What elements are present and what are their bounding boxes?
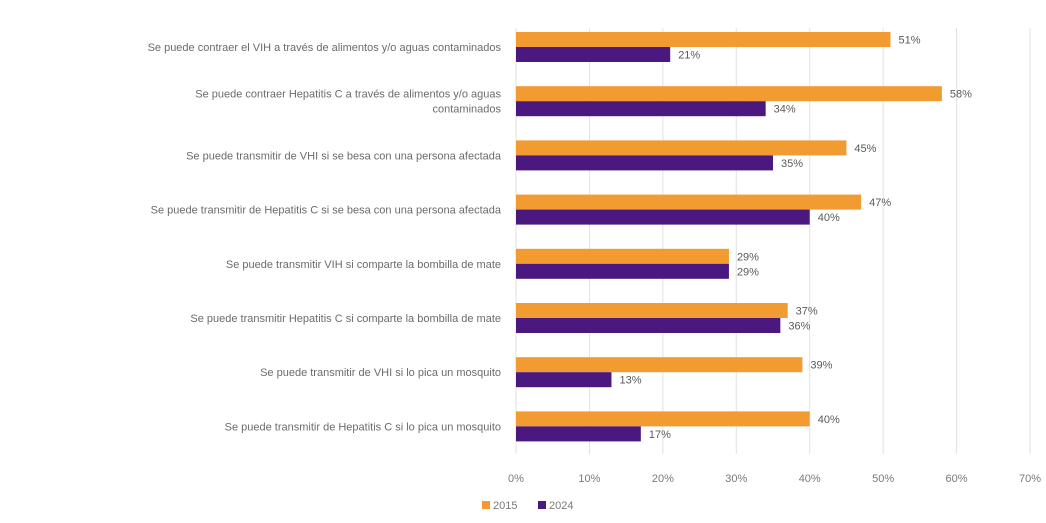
x-axis-ticks: 0% 10% 20% 30% 40% 50% 60% 70%: [508, 473, 1041, 485]
bar-2015: [516, 140, 847, 156]
bar-2015: [516, 194, 862, 210]
bar-2015: [516, 411, 810, 427]
x-tick-label: 40%: [799, 473, 821, 485]
x-tick-label: 0%: [508, 473, 524, 485]
data-labels: 51% 21% 58% 34% 45% 35% 47% 40% 29% 29% 37% 36% 39% 1…: [619, 35, 972, 441]
bar-2015: [516, 86, 942, 102]
legend: 2015 2024: [482, 500, 573, 512]
data-label-2024: 29%: [737, 266, 759, 278]
bar-2015: [516, 32, 891, 47]
x-tick-label: 10%: [578, 473, 600, 485]
bar-2024: [516, 426, 641, 442]
category-label: Se puede transmitir de VHI si lo pica un…: [260, 367, 501, 379]
x-tick-label: 20%: [652, 473, 674, 485]
category-label: Se puede transmitir de VHI si se besa co…: [186, 150, 502, 162]
category-labels: Se puede contraer el VIH a través de ali…: [148, 42, 502, 433]
data-label-2015: 37%: [796, 306, 818, 318]
category-label: Se puede contraer el VIH a través de ali…: [148, 42, 502, 54]
data-label-2015: 58%: [950, 89, 972, 101]
data-label-2015: 45%: [854, 143, 876, 155]
data-label-2024: 34%: [774, 104, 796, 116]
bar-2024: [516, 101, 766, 117]
bar-2024: [516, 318, 781, 333]
data-label-2024: 17%: [649, 429, 671, 441]
bar-2015: [516, 248, 729, 264]
bar-2015: [516, 357, 803, 373]
x-tick-label: 50%: [872, 473, 894, 485]
bar-2024: [516, 263, 729, 279]
bar-2015: [516, 303, 788, 318]
data-label-2015: 47%: [869, 197, 891, 209]
x-tick-label: 60%: [946, 473, 968, 485]
bar-2024: [516, 155, 773, 171]
data-label-2024: 36%: [788, 321, 810, 333]
data-label-2024: 13%: [619, 375, 641, 387]
category-label: Se puede transmitir Hepatitis C si compa…: [190, 313, 501, 325]
data-label-2015: 29%: [737, 251, 759, 263]
data-label-2015: 40%: [818, 414, 840, 426]
category-label: Se puede transmitir de Hepatitis C si se…: [151, 205, 502, 217]
category-label: Se puede transmitir VIH si comparte la b…: [226, 259, 501, 271]
category-label: Se puede transmitir de Hepatitis C si lo…: [225, 421, 501, 433]
legend-swatch-2015: [482, 501, 490, 509]
bars: [516, 32, 942, 442]
legend-swatch-2024: [538, 501, 546, 509]
data-label-2024: 35%: [781, 158, 803, 170]
bar-2024: [516, 47, 671, 62]
data-label-2015: 51%: [898, 35, 920, 47]
data-label-2024: 21%: [678, 50, 700, 62]
bar-2024: [516, 209, 810, 225]
x-tick-label: 30%: [725, 473, 747, 485]
legend-label-2024: 2024: [549, 500, 573, 512]
x-tick-label: 70%: [1019, 473, 1041, 485]
data-label-2015: 39%: [810, 360, 832, 372]
bar-2024: [516, 372, 612, 388]
data-label-2024: 40%: [818, 212, 840, 224]
category-label: Se puede contraer Hepatitis C a través d…: [195, 89, 501, 116]
legend-label-2015: 2015: [493, 500, 517, 512]
